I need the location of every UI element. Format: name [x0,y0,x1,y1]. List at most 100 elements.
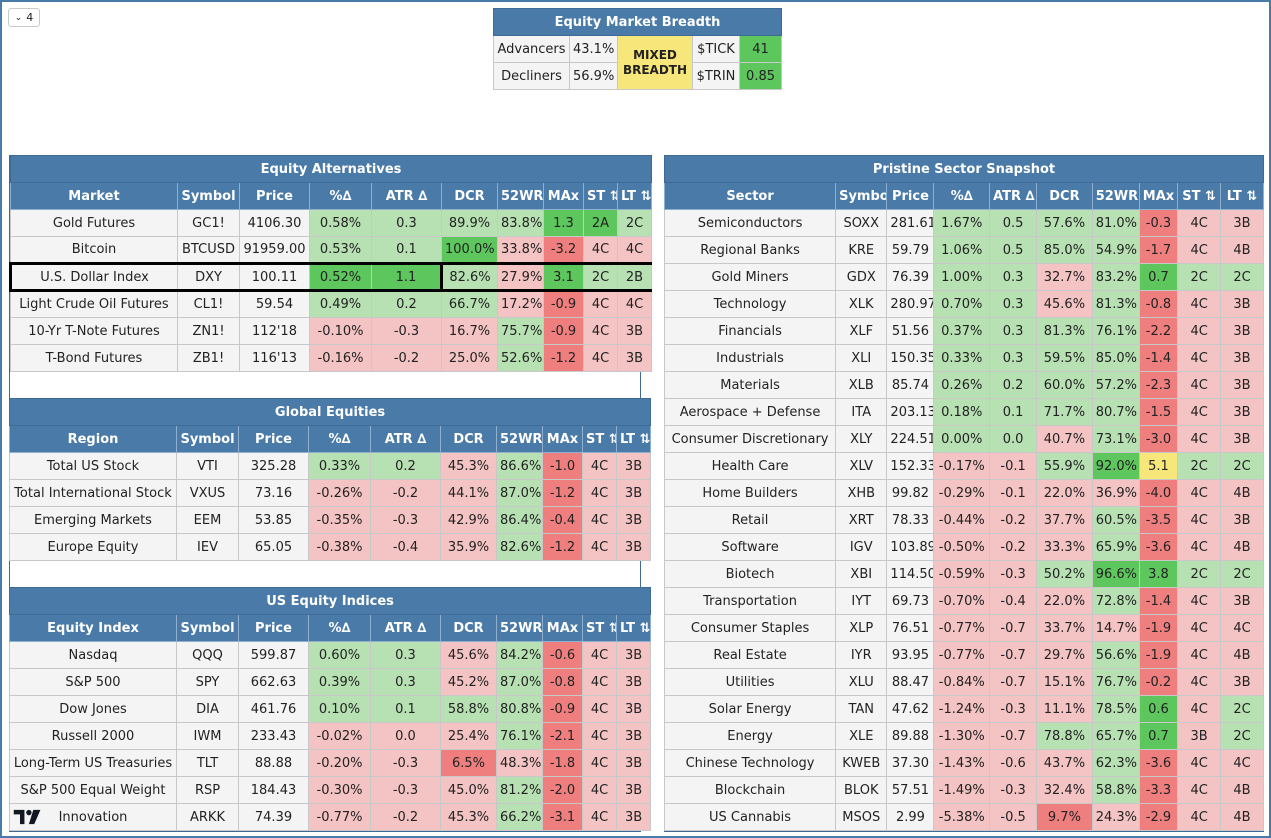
table-row[interactable]: Materials XLB 85.74 0.26% 0.2 60.0% 57.2% -2.3 4… [663,371,1264,399]
column-header-price[interactable]: Price [239,182,310,210]
column-header-price[interactable]: Price [238,425,309,453]
column-header-dcr[interactable]: DCR [440,614,497,642]
cell-pct: 0.33% [933,344,991,372]
cell-name: Retail [663,506,837,534]
table-row[interactable]: S&P 500 SPY 662.63 0.39% 0.3 45.2% 87.0% -0.8 4C… [9,668,652,696]
column-header-st[interactable]: ST ⇅ [582,425,617,453]
table-row[interactable]: Innovation ARKK 74.39 -0.77% -0.2 45.3% 66.2% -… [9,803,652,831]
column-header-symbol[interactable]: Symbol [176,614,239,642]
column-header-dcr[interactable]: DCR [441,182,498,210]
table-row[interactable]: 10-Yr T-Note Futures ZN1! 112'18 -0.10% -0.3… [10,317,652,345]
cell-st: 4C [1177,209,1221,237]
table-row[interactable]: S&P 500 Equal Weight RSP 184.43 -0.30% -0.3 4… [9,776,652,804]
cell-wr: 27.9% [497,262,544,292]
table-row[interactable]: Biotech XBI 114.50 -0.59% -0.3 50.2% 96.6% 3.8 2… [663,560,1264,588]
table-row[interactable]: Retail XRT 78.33 -0.44% -0.2 37.7% 60.5% -3.5 4C… [663,506,1264,534]
table-row[interactable]: Europe Equity IEV 65.05 -0.38% -0.4 35.9% 82.6… [9,533,652,561]
table-row[interactable]: Transportation IYT 69.73 -0.70% -0.4 22.0% 72.… [663,587,1264,615]
column-header-first[interactable]: Equity Index [9,614,177,642]
table-row[interactable]: Health Care XLV 152.33 -0.17% -0.1 55.9% 92.0%… [663,452,1264,480]
table-row[interactable]: Gold Futures GC1! 4106.30 0.58% 0.3 89.9% 83.8… [10,209,652,237]
table-row[interactable]: Russell 2000 IWM 233.43 -0.02% 0.0 25.4% 76.1%… [9,722,652,750]
cell-lt: 3B [615,641,652,669]
table-row[interactable]: Solar Energy TAN 47.62 -1.24% -0.3 11.1% 78.5%… [663,695,1264,723]
column-header-st[interactable]: ST ⇅ [582,614,617,642]
cell-atr: -0.3 [989,695,1038,723]
cell-lt: 3B [1220,425,1264,453]
column-header-symbol[interactable]: Symbol [176,425,239,453]
cell-wr: 83.2% [1091,263,1140,291]
column-header-max[interactable]: MAx [542,614,583,642]
table-row[interactable]: Chinese Technology KWEB 37.30 -1.43% -0.6 43.… [663,749,1264,777]
table-row[interactable]: Energy XLE 89.88 -1.30% -0.7 78.8% 65.7% 0.7 3B 2… [663,722,1264,750]
column-header-atr[interactable]: ATR ∆ [371,182,442,210]
table-row[interactable]: Consumer Discretionary XLY 224.51 0.00% 0.0 4… [663,425,1264,453]
column-header-lt[interactable]: LT ⇅ [615,614,652,642]
column-header-lt[interactable]: LT ⇅ [617,182,652,210]
column-header-atr[interactable]: ATR ∆ [989,182,1038,210]
cell-name: Dow Jones [9,695,177,723]
cell-st: 4C [1177,479,1221,507]
cell-dcr: 22.0% [1036,479,1093,507]
column-header-dcr[interactable]: DCR [440,425,497,453]
global-equities-title: Global Equities [8,398,652,426]
layout-button[interactable]: ⌄ 4 [8,8,40,27]
table-row[interactable]: Regional Banks KRE 59.79 1.06% 0.5 85.0% 54.9%… [663,236,1264,264]
column-header-52wr[interactable]: 52WR [496,425,543,453]
column-header-52wr[interactable]: 52WR [496,614,543,642]
table-row[interactable]: US Cannabis MSOS 2.99 -5.38% -0.5 9.7% 24.3% -2… [663,803,1264,831]
column-header-col[interactable]: %∆ [308,614,371,642]
table-row[interactable]: Gold Miners GDX 76.39 1.00% 0.3 32.7% 83.2% 0.7… [663,263,1264,291]
table-row[interactable]: Nasdaq QQQ 599.87 0.60% 0.3 45.6% 84.2% -0.6 4C 3… [9,641,652,669]
column-header-atr[interactable]: ATR ∆ [370,614,441,642]
cell-max: -2.2 [1138,317,1179,345]
column-header-symbol[interactable]: Symbol [835,182,888,210]
column-header-col[interactable]: %∆ [933,182,991,210]
column-header-dcr[interactable]: DCR [1036,182,1093,210]
table-row[interactable]: Emerging Markets EEM 53.85 -0.35% -0.3 42.9% 8… [9,506,652,534]
column-header-col[interactable]: %∆ [309,182,372,210]
table-row[interactable]: T-Bond Futures ZB1! 116'13 -0.16% -0.2 25.0% 5… [10,344,652,372]
table-row[interactable]: U.S. Dollar Index DXY 100.11 0.52% 1.1 82.6% 2… [9,262,652,292]
column-header-52wr[interactable]: 52WR [1091,182,1140,210]
table-row[interactable]: Aerospace + Defense ITA 203.13 0.18% 0.1 71.7… [663,398,1264,426]
cell-sym: SPY [176,668,239,696]
column-header-price[interactable]: Price [238,614,309,642]
column-header-lt[interactable]: LT ⇅ [1220,182,1264,210]
column-header-first[interactable]: Sector [663,182,837,210]
column-header-first[interactable]: Region [9,425,177,453]
table-row[interactable]: Industrials XLI 150.35 0.33% 0.3 59.5% 85.0% -1… [663,344,1264,372]
cell-wr: 81.3% [1091,290,1140,318]
cell-atr: 0.5 [989,236,1038,264]
table-row[interactable]: Dow Jones DIA 461.76 0.10% 0.1 58.8% 80.8% -0.9… [9,695,652,723]
table-row[interactable]: Financials XLF 51.56 0.37% 0.3 81.3% 76.1% -2.2… [663,317,1264,345]
column-header-first[interactable]: Market [10,182,178,210]
table-row[interactable]: Light Crude Oil Futures CL1! 59.54 0.49% 0.2… [10,290,652,318]
column-header-atr[interactable]: ATR ∆ [370,425,441,453]
cell-lt: 4C [1220,749,1264,777]
column-header-st[interactable]: ST ⇅ [583,182,618,210]
table-row[interactable]: Long-Term US Treasuries TLT 88.88 -0.20% -0.… [9,749,652,777]
table-row[interactable]: Consumer Staples XLP 76.51 -0.77% -0.7 33.7% 1… [663,614,1264,642]
table-row[interactable]: Semiconductors SOXX 281.61 1.67% 0.5 57.6% 81.… [663,209,1264,237]
cell-wr: 52.6% [497,344,544,372]
column-header-col[interactable]: %∆ [308,425,371,453]
column-header-symbol[interactable]: Symbol [177,182,240,210]
column-header-max[interactable]: MAx [1138,182,1179,210]
table-row[interactable]: Bitcoin BTCUSD 91959.00 0.53% 0.1 100.0% 33.8%… [10,236,652,264]
cell-wr: 80.8% [496,695,543,723]
table-row[interactable]: Software IGV 103.89 -0.50% -0.2 33.3% 65.9% -3.… [663,533,1264,561]
column-header-price[interactable]: Price [886,182,935,210]
table-row[interactable]: Total International Stock VXUS 73.16 -0.26%… [9,479,652,507]
column-header-max[interactable]: MAx [542,425,583,453]
table-row[interactable]: Home Builders XHB 99.82 -0.29% -0.1 22.0% 36.9… [663,479,1264,507]
table-row[interactable]: Total US Stock VTI 325.28 0.33% 0.2 45.3% 86.6… [9,452,652,480]
column-header-max[interactable]: MAx [543,182,584,210]
column-header-lt[interactable]: LT ⇅ [615,425,652,453]
table-row[interactable]: Utilities XLU 88.47 -0.84% -0.7 15.1% 76.7% -0.… [663,668,1264,696]
table-row[interactable]: Technology XLK 280.97 0.70% 0.3 45.6% 81.3% -0.… [663,290,1264,318]
column-header-st[interactable]: ST ⇅ [1177,182,1221,210]
table-row[interactable]: Real Estate IYR 93.95 -0.77% -0.7 29.7% 56.6% -… [663,641,1264,669]
column-header-52wr[interactable]: 52WR [497,182,544,210]
table-row[interactable]: Blockchain BLOK 57.51 -1.49% -0.3 32.4% 58.8% -… [663,776,1264,804]
